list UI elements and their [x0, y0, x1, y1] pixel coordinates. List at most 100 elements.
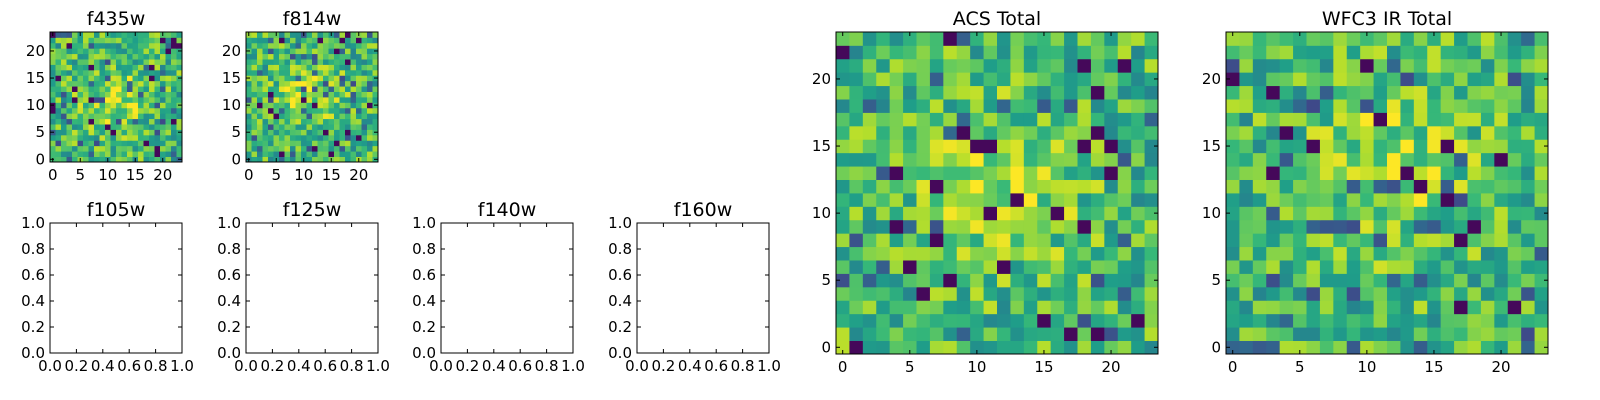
heatmap-cell — [1144, 112, 1159, 127]
heatmap-cell — [1117, 112, 1132, 127]
heatmap-cell — [1117, 58, 1132, 73]
heatmap-cell — [268, 42, 274, 49]
heatmap-cell — [279, 134, 285, 141]
heatmap-cell — [862, 327, 877, 341]
heatmap-cell — [350, 42, 357, 49]
heatmap-cell — [295, 91, 302, 98]
heatmap-cell — [121, 102, 128, 109]
heatmap-cell — [132, 102, 139, 109]
heatmap-cell — [1239, 139, 1254, 154]
heatmap-cell — [1494, 246, 1509, 261]
heatmap-cell — [290, 134, 296, 141]
heatmap-cell — [1480, 313, 1495, 328]
heatmap-cell — [61, 97, 67, 103]
heatmap-cell — [1306, 152, 1321, 167]
heatmap-cell — [1413, 45, 1428, 60]
heatmap-cell — [290, 86, 296, 92]
heatmap-cell — [317, 59, 324, 65]
heatmap-cell — [284, 75, 291, 82]
heatmap-cell — [997, 32, 1011, 46]
heatmap-cell — [312, 97, 318, 103]
heatmap-cell — [116, 48, 122, 55]
heatmap-cell — [1534, 233, 1549, 248]
heatmap-cell — [323, 53, 329, 60]
heatmap-cell — [110, 32, 117, 38]
heatmap-cell — [983, 72, 998, 87]
heatmap-cell — [1293, 179, 1307, 194]
heatmap-cell — [1077, 260, 1092, 274]
heatmap-cell — [1306, 32, 1321, 46]
heatmap-cell — [1064, 233, 1078, 248]
heatmap-cell — [55, 124, 62, 130]
heatmap-cell — [1427, 179, 1442, 194]
heatmap-cell — [1037, 206, 1052, 221]
heatmap-cell — [367, 113, 373, 120]
heatmap-cell — [1023, 72, 1038, 87]
heatmap-cell — [372, 53, 379, 60]
heatmap-cell — [1319, 193, 1334, 207]
heatmap-cell — [372, 32, 379, 38]
heatmap-cell — [889, 246, 904, 261]
heatmap-cell — [1279, 99, 1294, 113]
heatmap-cell — [1306, 300, 1321, 315]
heatmap-cell — [284, 134, 291, 141]
heatmap-cell — [862, 219, 877, 234]
heatmap-cell — [970, 260, 984, 274]
heatmap-cell — [55, 118, 62, 125]
heatmap-cell — [301, 129, 307, 136]
heatmap-cell — [1023, 85, 1038, 100]
heatmap-cell — [88, 145, 95, 152]
heatmap-cell — [121, 75, 128, 82]
heatmap-cell — [1427, 85, 1442, 100]
heatmap-cell — [138, 151, 144, 157]
heatmap-cell — [889, 139, 904, 154]
heatmap-cell — [1050, 45, 1065, 60]
heatmap-cell — [1131, 152, 1145, 167]
heatmap-cell — [273, 97, 280, 103]
heatmap-cell — [876, 219, 891, 234]
heatmap-cell — [372, 64, 379, 71]
heatmap-cell — [339, 129, 346, 136]
heatmap-cell — [1037, 139, 1052, 154]
heatmap-cell — [1360, 99, 1374, 113]
heatmap-cell — [1077, 152, 1092, 167]
heatmap-cell — [929, 206, 944, 221]
heatmap-cell — [1427, 246, 1442, 261]
heatmap-cell — [849, 327, 864, 341]
heatmap-cell — [1427, 45, 1442, 60]
heatmap-cell — [1521, 313, 1535, 328]
heatmap-cell — [306, 102, 313, 109]
heatmap-cell — [997, 166, 1011, 180]
heatmap-cell — [889, 219, 904, 234]
heatmap-cell — [1050, 327, 1065, 341]
heatmap-cell — [132, 59, 139, 65]
heatmap-cell — [334, 86, 340, 92]
heatmap-cell — [356, 113, 362, 120]
heatmap-cell — [246, 64, 252, 71]
heatmap-cell — [1346, 179, 1361, 194]
heatmap-cell — [149, 53, 155, 60]
heatmap-cell — [94, 102, 100, 109]
heatmap-cell — [1534, 72, 1549, 87]
heatmap-cell — [372, 86, 379, 92]
heatmap-cell — [132, 97, 139, 103]
heatmap-cell — [849, 58, 864, 73]
heatmap-cell — [132, 64, 139, 71]
heatmap-cell — [1064, 206, 1078, 221]
heatmap-cell — [110, 59, 117, 65]
heatmap-cell — [889, 152, 904, 167]
heatmap-cell — [1387, 58, 1401, 73]
heatmap-cell — [121, 37, 128, 44]
heatmap-cell — [372, 80, 379, 87]
heatmap-cell — [1400, 139, 1415, 154]
heatmap-cell — [246, 124, 252, 130]
heatmap-cell — [273, 42, 280, 49]
heatmap-cell — [1077, 112, 1092, 127]
heatmap-cell — [165, 48, 172, 55]
heatmap-cell — [290, 91, 296, 98]
heatmap-cell — [1239, 219, 1254, 234]
heatmap-cell — [1104, 300, 1119, 315]
y-tick-label: 15 — [222, 69, 241, 87]
heatmap-cell — [88, 124, 95, 130]
heatmap-cell — [339, 59, 346, 65]
